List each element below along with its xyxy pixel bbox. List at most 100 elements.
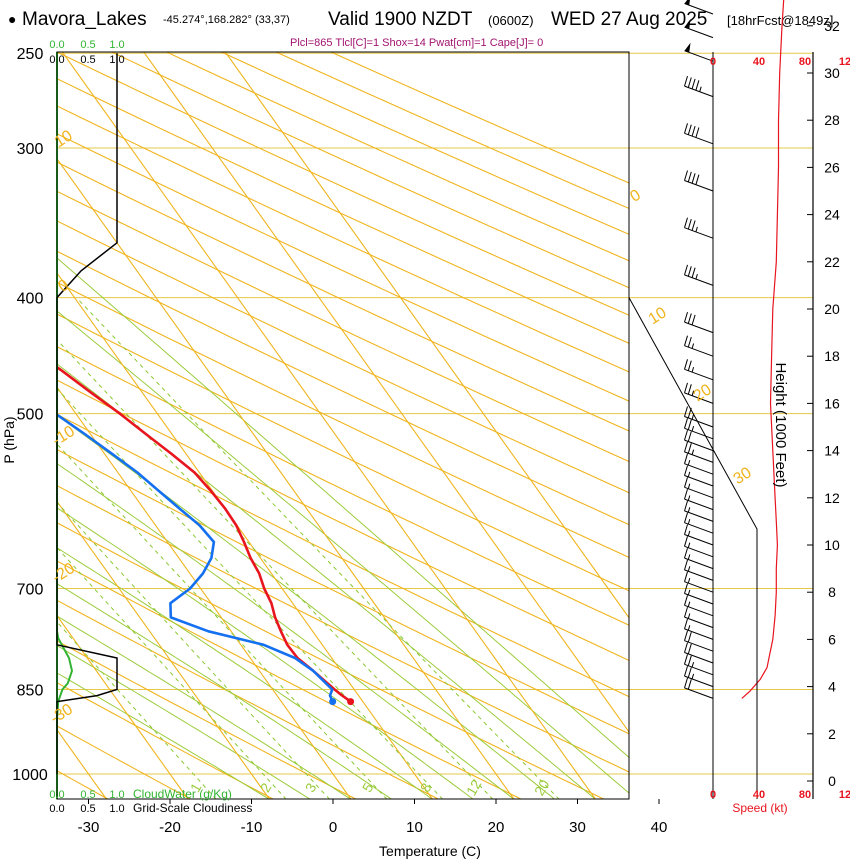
- wind-barb: [684, 488, 714, 511]
- wind-barb-feather: [684, 500, 688, 512]
- wind-barb: [684, 630, 714, 652]
- wind-barb-half-feather: [695, 226, 698, 233]
- wind-barb-half-feather: [687, 495, 691, 501]
- temperature-tick-label: -10: [241, 819, 263, 836]
- height-tick-label: 0: [828, 773, 836, 789]
- height-tick-label: 14: [824, 443, 840, 459]
- wind-barb-feather: [691, 314, 696, 326]
- dry-adiabat: [57, 52, 629, 316]
- wind-barb-feather: [684, 547, 688, 559]
- wind-barb-half-feather: [699, 86, 702, 92]
- cloud-water-profile: [56, 631, 74, 720]
- wind-barb-feather: [695, 174, 700, 185]
- height-tick-label: 20: [824, 301, 840, 317]
- skew-boundary-line: [628, 297, 758, 799]
- wind-barb-feather: [687, 679, 692, 690]
- cloudiness-top-label: 0.0: [49, 54, 64, 66]
- x-axis-title: Temperature (C): [379, 843, 481, 859]
- isotherm-label: 0: [627, 187, 644, 206]
- wind-barb: [684, 170, 714, 192]
- surface-temperature-dot: [347, 698, 355, 706]
- dry-adiabat: [57, 78, 629, 344]
- cloudiness-top-label: 0.5: [80, 54, 95, 66]
- wind-barb-staff: [684, 604, 714, 617]
- wind-barb-half-feather: [687, 471, 691, 478]
- height-tick-label: 30: [824, 65, 840, 81]
- mixing-ratio-line: [57, 501, 331, 799]
- mixing-ratio-line: [57, 387, 444, 799]
- surface-dewpoint-dot: [329, 698, 337, 706]
- wind-barb: [684, 512, 714, 534]
- wind-barb-staff: [684, 227, 714, 239]
- y-axis-title: P (hPa): [1, 416, 17, 463]
- wind-barb-feather: [684, 488, 688, 500]
- temperature-tick-label: 40: [651, 819, 668, 836]
- wind-barb-feather: [684, 217, 688, 228]
- mixing-ratio-line: [57, 339, 494, 799]
- cloudiness-legend: Grid-Scale Cloudiness: [133, 801, 252, 815]
- dry-adiabat: [110, 52, 629, 289]
- wind-barb-half-feather: [687, 483, 691, 489]
- wind-barb-feather: [687, 360, 692, 371]
- wind-barb-staff: [684, 616, 714, 629]
- wind-barb-staff: [684, 593, 714, 605]
- wind-barb-half-feather: [687, 589, 691, 596]
- height-tick-label: 24: [824, 207, 840, 223]
- wind-barb-half-feather: [687, 459, 691, 466]
- wind-barb-half-feather: [687, 542, 691, 548]
- wind-barb-half-feather: [691, 449, 695, 455]
- dry-adiabat: [57, 281, 629, 559]
- cloud-water-top-label: 0.5: [80, 39, 95, 51]
- height-tick-label: 32: [824, 18, 840, 34]
- cloud-water-top-label: 0.0: [49, 39, 64, 51]
- wind-barb-staff: [684, 522, 714, 534]
- wind-barb-feather: [687, 313, 692, 324]
- speed-bottom-label: 80: [799, 789, 811, 801]
- mixing-ratio-label: 8: [417, 780, 435, 795]
- wind-barb-feather: [684, 665, 688, 677]
- dewpoint-profile: [57, 413, 334, 703]
- mixing-ratio-line: [76, 297, 560, 799]
- wind-barb-feather: [691, 78, 696, 90]
- speed-bottom-label: 40: [753, 789, 765, 801]
- height-tick-label: 2: [828, 726, 836, 742]
- wind-barb-feather: [684, 335, 688, 346]
- mixing-ratio-label: 3: [302, 780, 320, 795]
- moist-adiabat: [57, 583, 393, 799]
- wind-barb-staff: [684, 451, 714, 463]
- dry-adiabat: [57, 190, 629, 463]
- moist-adiabat: [57, 547, 433, 799]
- wind-barb-staff: [684, 652, 714, 664]
- pressure-tick-label: 700: [17, 582, 44, 599]
- wind-barb-feather: [684, 642, 688, 653]
- wind-barb: [684, 536, 714, 558]
- wind-barb: [684, 335, 714, 357]
- dry-adiabat: [57, 485, 629, 773]
- wind-barb-feather: [687, 171, 692, 183]
- station-coords: -45.274°,168.282° (33,37): [163, 14, 290, 26]
- wind-barb: [684, 123, 714, 145]
- wind-barb-half-feather: [691, 414, 695, 420]
- moist-adiabat: [57, 615, 352, 799]
- wind-barb-staff: [684, 321, 714, 334]
- isotherm-line: [57, 157, 515, 799]
- cloud-water-bottom-label: 0.5: [80, 789, 95, 801]
- pressure-tick-label: 500: [17, 407, 44, 424]
- wind-barb-feather: [684, 359, 688, 370]
- pressure-tick-label: 850: [17, 682, 44, 699]
- wind-barb: [684, 429, 714, 452]
- height-tick-label: 6: [828, 631, 836, 647]
- isotherm-label: -20: [49, 560, 78, 587]
- height-tick-label: 26: [824, 159, 840, 175]
- wind-barb-feather: [684, 382, 688, 394]
- moist-adiabat: [57, 310, 629, 794]
- cloud-water-top-label: 1.0: [109, 39, 124, 51]
- wind-barb: [684, 19, 714, 39]
- wind-barb: [684, 677, 714, 699]
- temperature-profile: [57, 365, 352, 703]
- plot-frame: [56, 51, 630, 800]
- wind-barb-feather: [684, 418, 688, 429]
- dry-adiabat: [57, 725, 192, 799]
